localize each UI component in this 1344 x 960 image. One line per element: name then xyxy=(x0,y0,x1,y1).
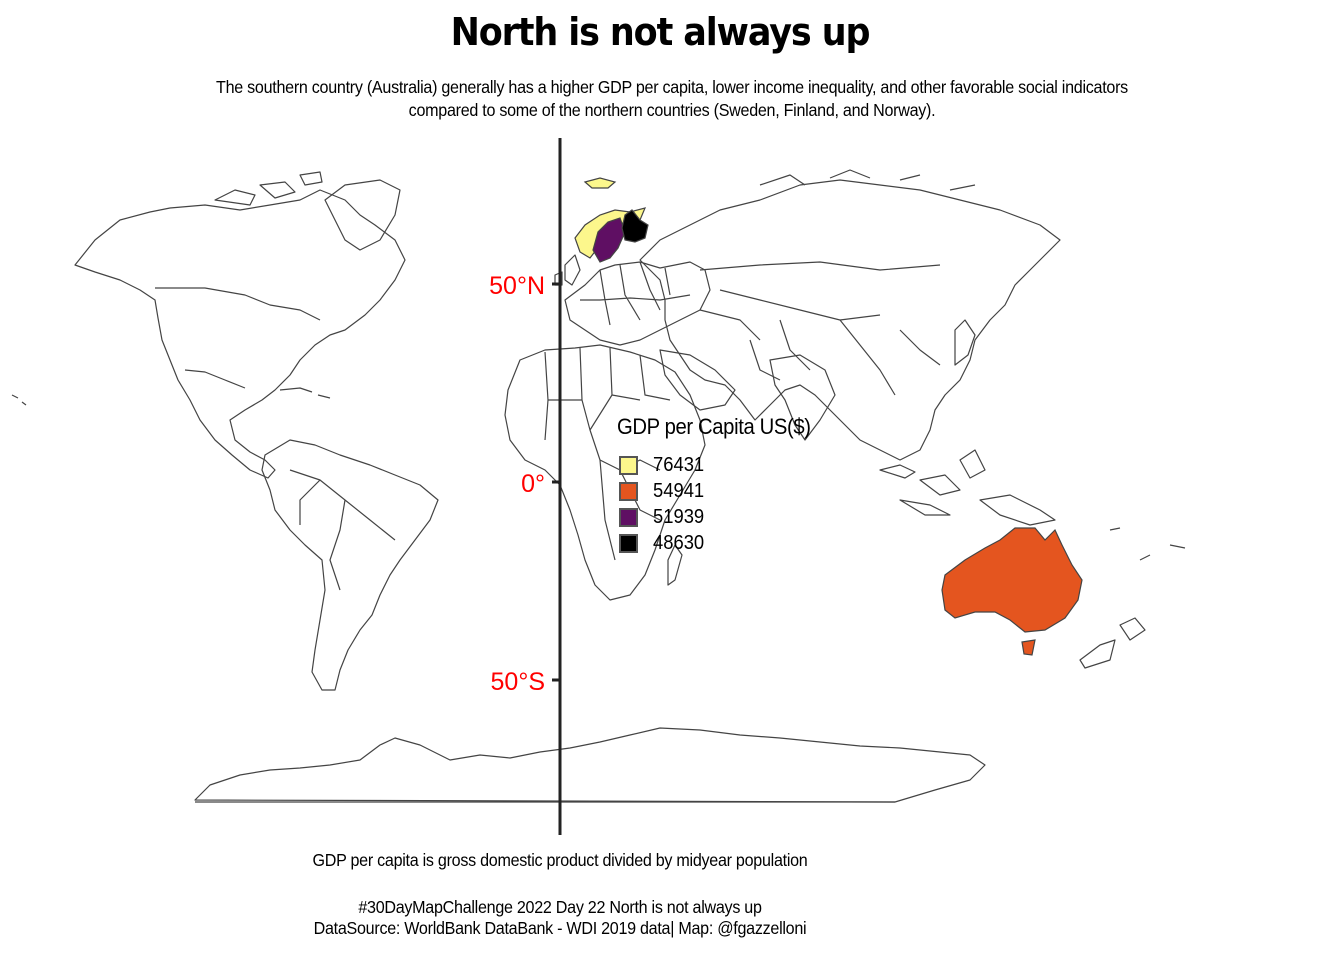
legend-item: 76431 xyxy=(617,452,827,478)
legend-swatch-76431 xyxy=(619,455,638,475)
india-outline xyxy=(769,354,836,441)
madagascar-outline xyxy=(667,544,683,586)
caribbean-islands xyxy=(279,387,331,399)
legend-title: GDP per Capita US($) xyxy=(617,414,811,439)
south-america-borders xyxy=(289,469,396,591)
europe-outline xyxy=(564,261,711,346)
europe-borders xyxy=(580,261,691,326)
subtitle-line-2: compared to some of the northern countri… xyxy=(408,100,936,120)
axis-label-0: 0° xyxy=(521,470,545,498)
country-outlines xyxy=(11,169,1186,803)
legend-item: 54941 xyxy=(617,478,827,504)
asia-borders xyxy=(699,261,941,396)
north-america-outline xyxy=(74,189,406,479)
caption-note: GDP per capita is gross domestic product… xyxy=(312,850,808,870)
legend-item: 48630 xyxy=(617,530,827,556)
australia-shape xyxy=(941,527,1083,633)
pacific-islands xyxy=(1109,527,1186,561)
caption-credits: #30DayMapChallenge 2022 Day 22 North is … xyxy=(45,897,1075,939)
finland-shape xyxy=(621,209,649,243)
legend-swatch-54941 xyxy=(619,481,638,501)
caption-line-1: #30DayMapChallenge 2022 Day 22 North is … xyxy=(358,897,762,917)
legend-label: 54941 xyxy=(653,479,705,502)
legend-label: 51939 xyxy=(653,505,705,528)
asia-outline xyxy=(639,179,1061,461)
axis-label-50n: 50°N xyxy=(489,272,545,300)
antarctica-outline xyxy=(194,727,986,803)
legend-swatch-48630 xyxy=(619,533,638,553)
map-subtitle: The southern country (Australia) general… xyxy=(54,76,1290,122)
legend-label: 48630 xyxy=(653,531,705,554)
arctic-islands xyxy=(214,171,323,206)
greenland-outline xyxy=(324,179,401,251)
japan-outline xyxy=(954,319,976,366)
africa-borders xyxy=(544,347,671,561)
south-america-outline xyxy=(261,439,439,691)
hawaii-islands xyxy=(11,394,27,406)
usa-mexico-border xyxy=(184,369,246,389)
new-zealand-outline xyxy=(1079,617,1146,669)
africa-outline xyxy=(504,344,706,601)
southeast-asia-islands xyxy=(879,449,1056,526)
legend-item: 51939 xyxy=(617,504,827,530)
axis-label-50s: 50°S xyxy=(491,668,545,696)
legend: GDP per Capita US($) 76431 54941 51939 4… xyxy=(617,414,827,556)
arabian-peninsula xyxy=(659,349,736,411)
svalbard-shape xyxy=(583,177,617,189)
canada-usa-border xyxy=(155,287,321,321)
legend-label: 76431 xyxy=(653,453,705,476)
russia-north-coast xyxy=(759,169,976,191)
subtitle-line-1: The southern country (Australia) general… xyxy=(216,77,1128,97)
legend-swatch-51939 xyxy=(619,507,638,527)
caption-line-2: DataSource: WorldBank DataBank - WDI 201… xyxy=(313,918,807,938)
map-title: North is not always up xyxy=(450,10,871,54)
tasmania-shape xyxy=(1021,639,1036,656)
